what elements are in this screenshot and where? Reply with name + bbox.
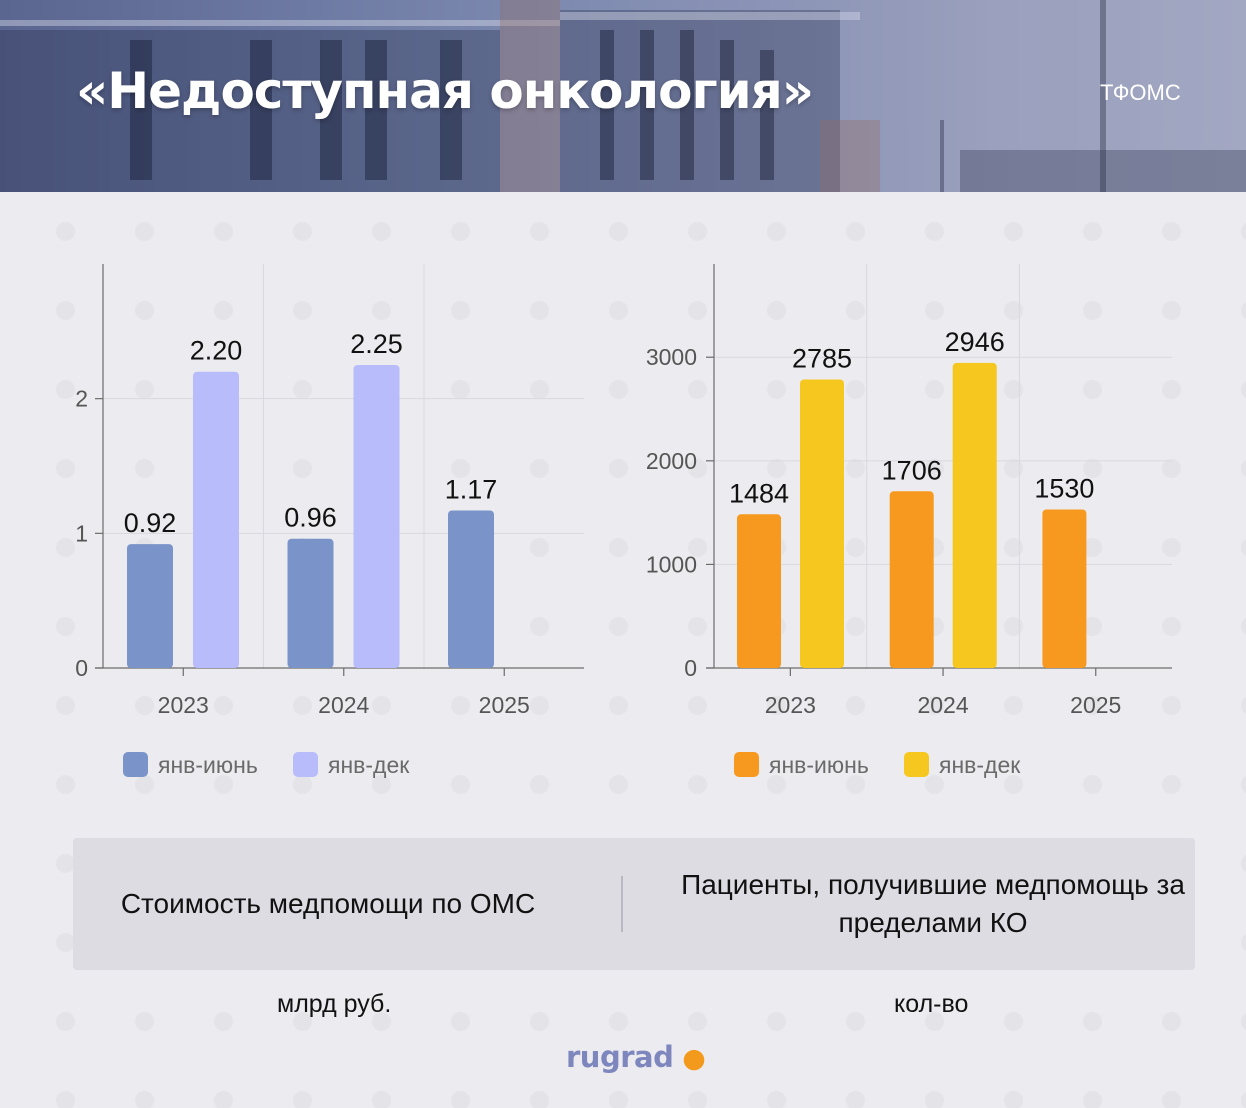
bar — [952, 362, 997, 668]
bar-value-label: 1484 — [729, 478, 789, 508]
y-tick-label: 1 — [75, 520, 88, 546]
bar-value-label: 2946 — [945, 327, 1005, 357]
bar-value-label: 2.25 — [350, 329, 403, 359]
chart-cost: 0 1 2 0.92 2.20 2023 0.96 2.25 2024 1.17 2025 янв-и… — [75, 264, 584, 778]
y-tick-label: 0 — [75, 655, 88, 681]
legend-label: янв-июнь — [158, 752, 258, 778]
header-banner: «Недоступная онкология» ТФОМС — [0, 0, 1246, 192]
bar — [353, 365, 400, 668]
rugrad-logo: rugrad ● — [566, 1040, 706, 1074]
bar — [889, 491, 934, 668]
y-tick-label: 0 — [684, 655, 697, 681]
legend-swatch — [904, 752, 929, 777]
chart-captions-panel: Стоимость медпомощи по ОМС Пациенты, пол… — [73, 838, 1195, 970]
charts-area: 0 1 2 0.92 2.20 2023 0.96 2.25 2024 1.17 2025 янв-и… — [75, 264, 1172, 778]
y-tick-label: 3000 — [646, 344, 697, 370]
x-tick-label: 2024 — [318, 692, 369, 718]
y-tick-label: 1000 — [646, 551, 697, 577]
logo-text: rugrad — [566, 1040, 674, 1074]
chart-patients: 0 1000 2000 3000 1484 2785 2023 1706 2946 2024 153… — [646, 264, 1172, 778]
bar-value-label: 2.20 — [190, 336, 243, 366]
x-tick-label: 2024 — [917, 692, 968, 718]
caption-cost: Стоимость медпомощи по ОМС — [120, 888, 536, 919]
legend-label: янв-дек — [939, 752, 1021, 778]
legend-label: янв-июнь — [769, 752, 869, 778]
caption-divider — [621, 876, 623, 932]
bar — [193, 371, 239, 668]
x-tick-label: 2025 — [479, 692, 530, 718]
bar-value-label: 0.92 — [124, 508, 177, 538]
bar — [287, 538, 334, 668]
bar-value-label: 1530 — [1034, 474, 1094, 504]
bar — [448, 510, 494, 668]
bar — [737, 514, 781, 668]
page-title: «Недоступная онкология» — [76, 62, 814, 120]
logo-dot-icon: ● — [673, 1043, 706, 1074]
x-tick-label: 2023 — [765, 692, 816, 718]
bar-value-label: 1.17 — [445, 474, 498, 504]
bar-value-label: 0.96 — [284, 503, 337, 533]
bar — [1042, 509, 1087, 668]
x-tick-label: 2025 — [1070, 692, 1121, 718]
legend-swatch — [734, 752, 759, 777]
bar — [800, 379, 844, 668]
unit-patients: кол-во — [894, 990, 969, 1018]
y-tick-label: 2 — [75, 386, 88, 412]
x-tick-label: 2023 — [158, 692, 209, 718]
source-label: ТФОМС — [1100, 80, 1181, 105]
legend-label: янв-дек — [328, 752, 410, 778]
unit-cost: млрд руб. — [277, 990, 392, 1018]
bar-value-label: 2785 — [792, 344, 852, 374]
y-tick-label: 2000 — [646, 448, 697, 474]
bar-value-label: 1706 — [882, 455, 942, 485]
legend-swatch — [293, 752, 318, 777]
bar — [127, 544, 173, 668]
legend-swatch — [123, 752, 148, 777]
caption-patients: Пациенты, получившие медпомощь за предел… — [681, 869, 1185, 938]
